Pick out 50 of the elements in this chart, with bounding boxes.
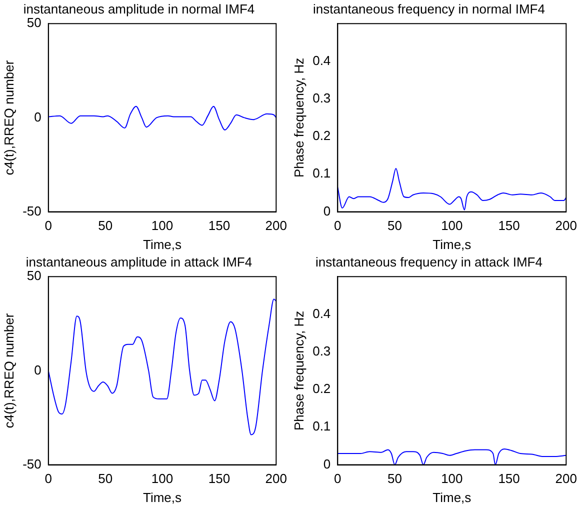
line-series: [48, 298, 276, 436]
y-tick-label: 50: [26, 268, 42, 284]
line-series: [48, 106, 276, 130]
y-axis-title: Phase frequency, Hz: [291, 310, 306, 431]
x-axis-title: Time,s: [143, 236, 182, 252]
y-tick-label: 0: [34, 362, 42, 378]
y-tick-label: 0: [323, 203, 331, 218]
x-tick-label: 200: [265, 471, 288, 486]
y-tick-label: 0.2: [312, 381, 331, 396]
y-tick-label: 0.1: [312, 166, 331, 181]
y-tick-label: 0.1: [312, 418, 331, 434]
x-tick-label: 200: [265, 218, 288, 234]
y-tick-label: 0.3: [312, 90, 331, 106]
x-tick-label: 100: [441, 471, 463, 486]
x-tick-label: 0: [44, 218, 52, 234]
chart-title: instantaneous amplitude in normal IMF4: [23, 1, 255, 16]
x-tick-label: 50: [388, 218, 402, 234]
y-tick-label: -50: [22, 203, 42, 218]
x-tick-label: 0: [44, 471, 52, 486]
y-tick-label: 0.4: [312, 306, 331, 321]
x-tick-label: 100: [441, 218, 463, 234]
x-tick-label: 150: [208, 471, 230, 486]
x-tick-label: 150: [208, 218, 230, 234]
y-axis-title: c4(t),RREQ number: [1, 312, 16, 428]
x-axis-title: Time,s: [432, 490, 472, 505]
y-tick-label: 0.2: [312, 128, 331, 144]
chart-title: instantaneous frequency in normal IMF4: [313, 1, 545, 16]
y-tick-label: 50: [26, 15, 42, 30]
x-tick-label: 200: [555, 471, 578, 486]
y-tick-label: 0.4: [312, 52, 331, 68]
x-axis-title: Time,s: [143, 490, 182, 505]
chart-title: instantaneous frequency in attack IMF4: [316, 254, 542, 270]
y-tick-label: -50: [22, 456, 42, 472]
x-tick-label: 0: [334, 218, 342, 234]
x-tick-label: 50: [98, 471, 113, 486]
y-tick-label: 0: [323, 456, 331, 472]
x-tick-label: 0: [334, 471, 342, 486]
x-tick-label: 50: [388, 471, 402, 486]
y-axis-title: Phase frequency, Hz: [291, 58, 306, 178]
y-tick-label: 0: [34, 109, 42, 124]
x-tick-label: 100: [151, 471, 174, 486]
x-tick-label: 150: [498, 471, 520, 486]
y-axis-title: c4(t),RREQ number: [1, 60, 16, 176]
x-tick-label: 50: [98, 218, 113, 234]
x-tick-label: 150: [498, 218, 520, 234]
x-tick-label: 100: [151, 218, 174, 234]
x-tick-label: 200: [555, 218, 578, 234]
x-axis-title: Time,s: [432, 236, 472, 252]
y-tick-label: 0.3: [312, 343, 331, 358]
chart-title: instantaneous amplitude in attack IMF4: [26, 254, 252, 270]
